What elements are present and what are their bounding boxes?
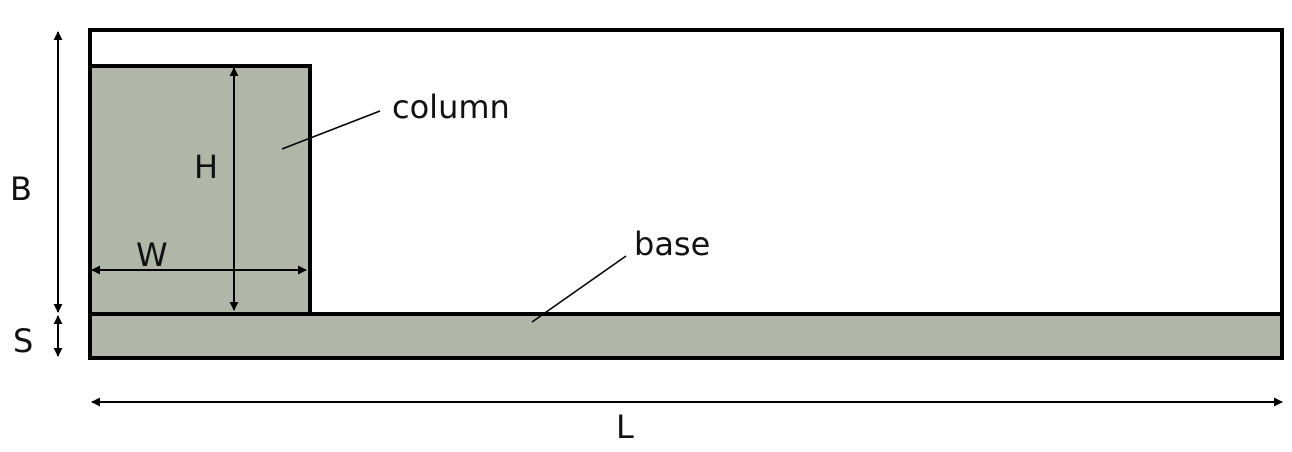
domain-height-label: B	[10, 170, 32, 208]
base-label: base	[634, 225, 710, 263]
column-width-label: W	[136, 236, 168, 274]
column-leader-line	[281, 110, 381, 150]
base-leader-line	[531, 255, 627, 323]
column-label: column	[392, 88, 510, 126]
base-layer	[88, 312, 1284, 360]
base-thickness-label: S	[13, 322, 33, 360]
column-block	[88, 64, 312, 316]
domain-length-label: L	[616, 408, 634, 446]
column-height-label: H	[194, 148, 218, 186]
